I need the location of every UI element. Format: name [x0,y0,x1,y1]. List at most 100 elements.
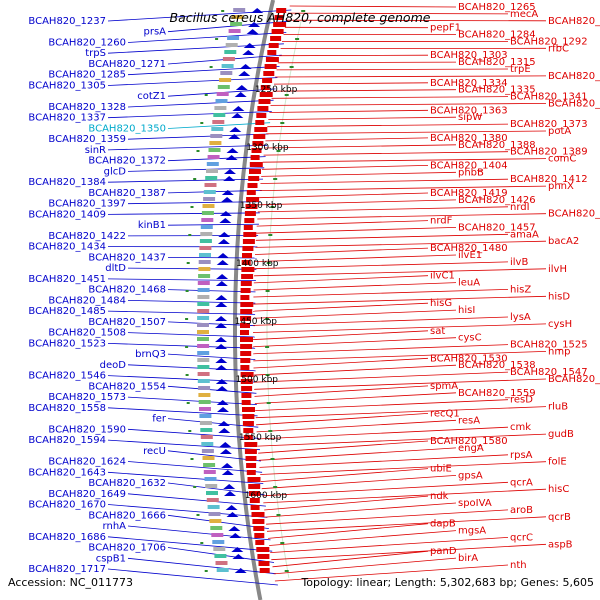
reverse-gene-arrow[interactable] [243,428,254,433]
forward-gene-arrow[interactable] [219,211,232,216]
forward-gene-arrow[interactable] [223,484,236,489]
reverse-gene-arrow[interactable] [241,400,251,405]
left-gene-label[interactable]: cspB1 [96,553,126,564]
reverse-gene-arrow[interactable] [241,386,253,391]
right-gene-label[interactable]: ndk [430,491,449,502]
left-gene-label[interactable]: BCAH820_1508 [48,328,126,339]
right-gene-label[interactable]: hmp [548,346,570,357]
reverse-gene-arrow[interactable] [240,365,250,370]
right-gene-label[interactable]: rluB [548,402,568,413]
reverse-gene-arrow[interactable] [243,232,257,237]
reverse-gene-arrow[interactable] [240,379,253,384]
right-gene-label[interactable]: panD [430,546,457,557]
right-gene-label[interactable]: BCAH820_1363 [430,105,508,116]
forward-gene-arrow[interactable] [248,22,261,27]
left-gene-label[interactable]: BCAH820_1372 [88,156,166,167]
right-gene-label[interactable]: engA [458,443,484,454]
left-gene-label[interactable]: BCAH820_1594 [28,435,106,446]
reverse-gene-arrow[interactable] [240,330,249,335]
forward-gene-arrow[interactable] [215,302,228,307]
left-gene-label[interactable]: BCAH820_1451 [28,274,106,285]
forward-gene-arrow[interactable] [217,253,229,258]
right-gene-label[interactable]: resA [458,415,480,426]
forward-gene-arrow[interactable] [251,8,264,13]
reverse-gene-arrow[interactable] [256,113,267,118]
right-gene-label[interactable]: BCAH820_1388 [458,140,536,151]
right-gene-label[interactable]: BCAH820_1404 [430,160,508,171]
reverse-gene-arrow[interactable] [240,288,251,293]
left-gene-label[interactable]: BCAH820_1328 [48,102,126,113]
forward-gene-arrow[interactable] [229,127,242,132]
reverse-gene-arrow[interactable] [243,435,253,440]
forward-gene-arrow[interactable] [234,568,247,573]
right-gene-label[interactable]: hisG [430,298,452,309]
left-gene-label[interactable]: BCAH820_1337 [28,113,106,124]
reverse-gene-arrow[interactable] [251,512,265,517]
left-gene-label[interactable]: BCAH820_1666 [88,510,166,521]
right-gene-label[interactable]: BCAH820_1341 [510,92,588,103]
left-gene-label[interactable]: BCAH820_1285 [48,70,126,81]
reverse-gene-arrow[interactable] [240,372,254,377]
forward-gene-arrow[interactable] [224,169,236,174]
right-gene-label[interactable]: gudB [548,429,574,440]
forward-gene-arrow[interactable] [216,274,229,279]
reverse-gene-arrow[interactable] [240,344,253,349]
reverse-gene-arrow[interactable] [254,533,265,538]
right-gene-label[interactable]: recQ1 [430,408,460,419]
right-gene-label[interactable]: BCAH820_1547 [510,367,588,378]
reverse-gene-arrow[interactable] [255,120,265,125]
forward-gene-arrow[interactable] [215,281,228,286]
forward-gene-arrow[interactable] [216,260,229,265]
forward-gene-arrow[interactable] [231,547,244,552]
reverse-gene-arrow[interactable] [241,393,252,398]
reverse-gene-arrow[interactable] [242,414,255,419]
left-gene-label[interactable]: BCAH820_1643 [28,467,106,478]
right-gene-label[interactable]: BCAH820_1436 [548,209,600,220]
forward-gene-arrow[interactable] [216,400,229,405]
right-gene-label[interactable]: spoIVA [458,498,492,509]
left-gene-label[interactable]: brnQ3 [135,349,166,360]
forward-gene-arrow[interactable] [219,442,232,447]
right-gene-label[interactable]: BCAH820_1559 [458,388,536,399]
reverse-gene-arrow[interactable] [265,57,279,62]
forward-gene-arrow[interactable] [226,148,239,153]
right-gene-label[interactable]: BCAH820_1525 [510,340,588,351]
forward-gene-arrow[interactable] [216,386,229,391]
right-gene-label[interactable]: sipW [458,112,482,123]
reverse-gene-arrow[interactable] [253,526,265,531]
right-gene-label[interactable]: BCAH820_1265 [458,2,536,13]
right-gene-label[interactable]: BCAH820_1530 [430,353,508,364]
reverse-gene-arrow[interactable] [240,316,252,321]
right-gene-label[interactable]: BCAH820_1335 [458,85,536,96]
reverse-gene-arrow[interactable] [240,281,252,286]
reverse-gene-arrow[interactable] [242,407,255,412]
reverse-gene-arrow[interactable] [241,267,255,272]
left-gene-label[interactable]: BCAH820_1484 [48,295,126,306]
left-gene-label[interactable]: BCAH820_1409 [28,209,106,220]
right-gene-label[interactable]: BCAH820_1580 [430,436,508,447]
right-gene-label[interactable]: potA [548,126,571,137]
forward-gene-arrow[interactable] [221,190,234,195]
reverse-gene-arrow[interactable] [276,8,287,13]
right-gene-label[interactable]: BCAH820_1324 [548,71,600,82]
reverse-gene-arrow[interactable] [253,134,266,139]
reverse-gene-arrow[interactable] [257,554,270,559]
reverse-gene-arrow[interactable] [244,442,258,447]
reverse-gene-arrow[interactable] [262,78,273,83]
reverse-gene-arrow[interactable] [250,505,260,510]
left-gene-label[interactable]: BCAH820_1271 [88,59,166,70]
forward-gene-arrow[interactable] [223,176,236,181]
forward-gene-arrow[interactable] [217,239,230,244]
left-gene-label[interactable]: BCAH820_1573 [48,392,126,403]
reverse-gene-arrow[interactable] [252,141,264,146]
right-gene-label[interactable]: lysA [510,312,531,323]
left-gene-label[interactable]: BCAH820_1717 [28,564,106,575]
reverse-gene-arrow[interactable] [241,274,254,279]
reverse-gene-arrow[interactable] [250,155,260,160]
reverse-gene-arrow[interactable] [244,218,255,223]
reverse-gene-arrow[interactable] [242,239,255,244]
right-gene-label[interactable]: nrdF [430,216,453,227]
right-gene-label[interactable]: qcrC [510,532,533,543]
forward-gene-arrow[interactable] [219,449,232,454]
left-gene-label[interactable]: BCAH820_1350 [88,124,166,135]
